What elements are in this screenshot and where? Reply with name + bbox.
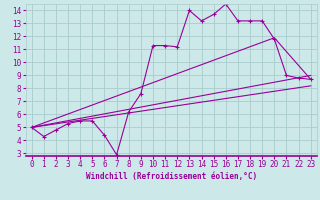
X-axis label: Windchill (Refroidissement éolien,°C): Windchill (Refroidissement éolien,°C) — [86, 172, 257, 181]
